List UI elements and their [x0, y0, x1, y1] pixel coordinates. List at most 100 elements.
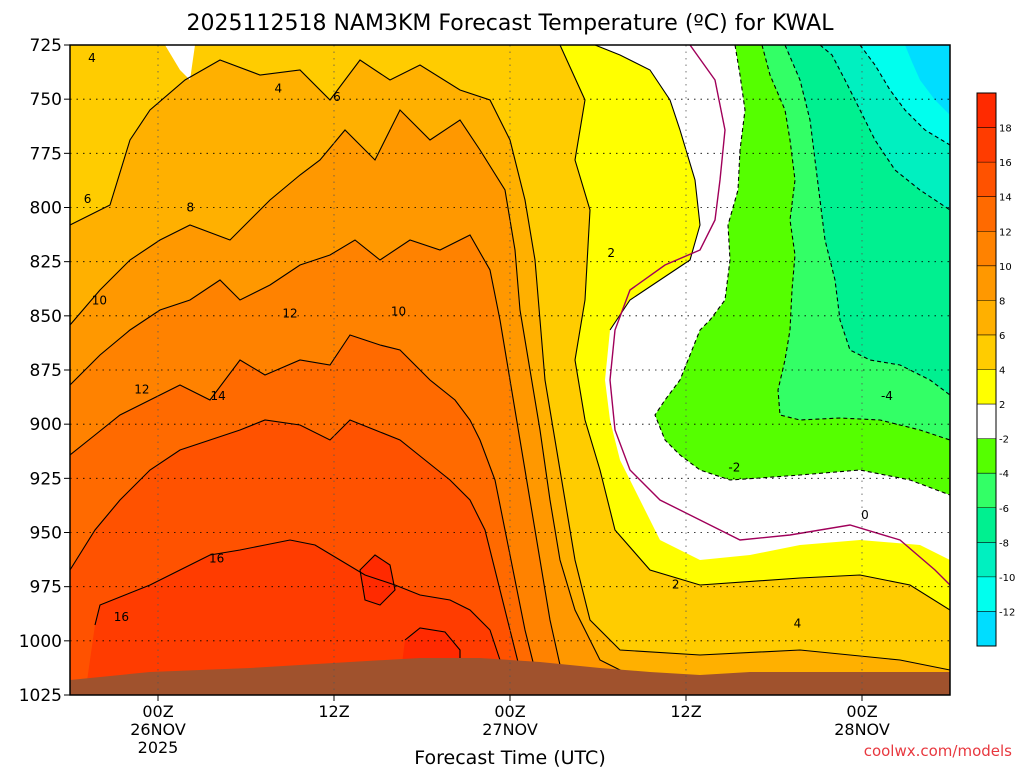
colorbar-swatch	[977, 542, 996, 578]
contour-label-text: 12	[282, 307, 297, 321]
contour-label-text: -2	[728, 461, 740, 475]
contour-label: 4	[794, 617, 802, 631]
contour-label-text: 0	[861, 508, 869, 522]
contour-label: 0	[861, 508, 869, 522]
contour-line-neg10	[859, 45, 950, 146]
colorbar-label: 8	[999, 296, 1005, 307]
x-tick-label: 26NOV	[130, 720, 186, 739]
band-neg14-neg12	[905, 45, 950, 115]
contour-label: 16	[209, 552, 224, 566]
contour-line-zero	[609, 45, 950, 586]
contour-label: -4	[881, 389, 893, 403]
contour-label-text: 6	[333, 90, 341, 104]
y-tick-label: 750	[30, 90, 62, 110]
plot-grid	[70, 45, 950, 695]
contour-label: 16	[114, 610, 129, 624]
contour-label: 12	[134, 383, 149, 397]
y-axis: 725 750 775 800 825 850 875 900 925 950 975 1000 102…	[19, 36, 70, 706]
colorbar-label: -4	[999, 469, 1009, 480]
colorbar-swatch	[977, 127, 996, 163]
contour-label-text: 4	[274, 81, 282, 95]
y-tick-label: 975	[30, 578, 62, 598]
source-credit: coolwx.com/models	[864, 742, 1012, 760]
contour-label-text: 10	[391, 305, 406, 319]
colorbar-label: 16	[999, 158, 1012, 169]
contour-label-text: 2	[672, 578, 680, 592]
contour-line-neg2	[654, 45, 950, 496]
y-tick-label: 925	[30, 469, 62, 489]
x-tick-label: 12Z	[318, 702, 349, 721]
colorbar-label: 18	[999, 124, 1012, 135]
colorbar-swatch	[977, 507, 996, 543]
x-tick-label: 27NOV	[482, 720, 538, 739]
colorbar-swatch	[977, 300, 996, 336]
chart-title: 2025112518 NAM3KM Forecast Temperature (…	[187, 11, 835, 36]
contour-label: 2	[672, 578, 680, 592]
colorbar-swatch	[977, 404, 996, 440]
negative-contours	[654, 45, 950, 496]
contour-label-text: -4	[881, 389, 893, 403]
contour-label: 8	[186, 201, 194, 215]
colorbar-swatch	[977, 93, 996, 129]
colorbar-label: 10	[999, 262, 1012, 273]
colorbar-label: 4	[999, 366, 1005, 377]
colorbar-label: 12	[999, 227, 1012, 238]
contour-label: 4	[274, 81, 282, 95]
colorbar-swatch	[977, 369, 996, 405]
x-tick-label: 12Z	[670, 702, 701, 721]
contour-line-4-west	[70, 59, 950, 671]
band-16-18	[85, 540, 500, 695]
contour-line-neg8	[819, 45, 950, 211]
contour-line-10	[70, 334, 536, 671]
contour-label: 14	[210, 389, 225, 403]
contour-line-14	[94, 539, 501, 661]
contour-line-2-inner	[594, 45, 701, 331]
colorbar-label: 14	[999, 193, 1012, 204]
contour-line-neg4	[761, 45, 950, 441]
undefined-white-top	[165, 45, 195, 80]
colorbar-swatch	[977, 576, 996, 612]
colorbar-swatch	[977, 334, 996, 370]
colorbar-swatch	[977, 231, 996, 267]
y-tick-label: 800	[30, 199, 62, 219]
contour-line-6	[70, 109, 641, 681]
colorbar-swatch	[977, 438, 996, 474]
x-axis-label: Forecast Time (UTC)	[414, 747, 605, 768]
x-tick-label: 00Z	[846, 702, 877, 721]
y-tick-label: 775	[30, 144, 62, 164]
contour-label: 6	[84, 192, 92, 206]
y-tick-label: 825	[30, 253, 62, 273]
contour-label: 12	[282, 307, 297, 321]
contour-line-8	[70, 234, 561, 666]
contour-line-neg6	[784, 45, 950, 396]
y-tick-label: 1025	[19, 686, 62, 706]
colorbar: 18 16 14 12 10 8 6 4 2 -2 -4 -6 -8 -10 -12	[976, 92, 1015, 647]
colorbar-swatch	[977, 196, 996, 232]
contour-label-text: 4	[794, 617, 802, 631]
contour-label: 6	[333, 90, 341, 104]
contour-label: -2	[728, 461, 740, 475]
colorbar-swatch	[977, 265, 996, 301]
y-tick-label: 900	[30, 415, 62, 435]
colorbar-swatch	[977, 611, 996, 647]
colorbar-label: -10	[999, 573, 1015, 584]
colorbar-label: 2	[999, 400, 1005, 411]
y-tick-label: 1000	[19, 632, 62, 652]
contour-label-text: 10	[92, 294, 107, 308]
colorbar-label: 6	[999, 331, 1005, 342]
contour-label: 4	[88, 51, 96, 65]
contour-label: 10	[391, 305, 406, 319]
contour-label-text: 14	[210, 389, 225, 403]
zero-contour	[609, 45, 950, 586]
contour-label-text: 16	[209, 552, 224, 566]
contour-line-16-cell-a	[359, 554, 396, 606]
contour-label-text: 6	[84, 192, 92, 206]
contour-label-text: 12	[134, 383, 149, 397]
contour-label-text: 2	[607, 246, 615, 260]
contour-label: 2	[607, 246, 615, 260]
contour-label-text: 16	[114, 610, 129, 624]
